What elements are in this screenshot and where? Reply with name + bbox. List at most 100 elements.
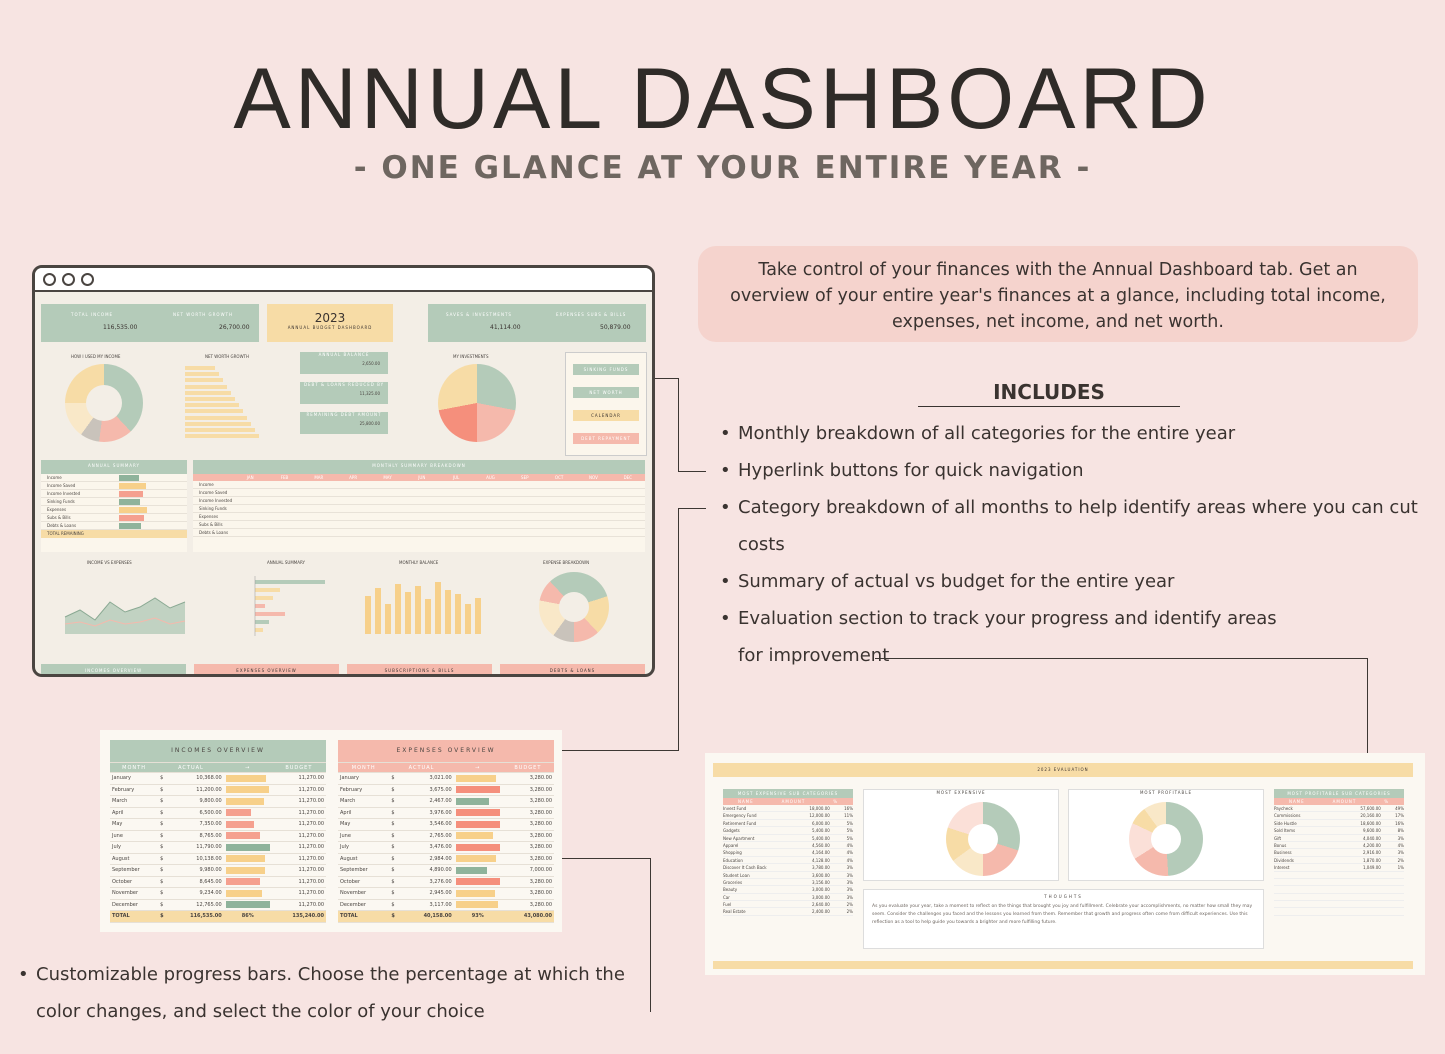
month-header: JAN — [246, 475, 254, 480]
progress-bar[interactable] — [455, 878, 500, 886]
budget-cell: 3,280.00 — [501, 876, 554, 888]
debt-repayment-button[interactable]: DEBT REPAYMENT — [573, 433, 639, 444]
progress-cell — [453, 841, 502, 854]
table-row: Bonus 4,200.00 4% — [1274, 842, 1404, 850]
month-header: MAY — [383, 475, 392, 480]
balance-bar — [405, 592, 411, 634]
budget-cell: 3,280.00 — [501, 772, 554, 785]
progress-bar[interactable] — [225, 774, 267, 782]
tab-debts-loans[interactable]: DEBTS & LOANS — [500, 664, 645, 674]
progress-bar[interactable] — [455, 855, 496, 863]
total-pct: 86% — [223, 910, 272, 923]
month-header: SEP — [521, 475, 529, 480]
budget-cell: 11,270.00 — [271, 864, 326, 877]
progress-bar[interactable] — [225, 809, 252, 817]
name-cell: Student Loan — [723, 872, 750, 878]
dashboard-content: TOTAL INCOME 116,535.00 NET WORTH GROWTH… — [35, 292, 652, 674]
pct-cell: 3% — [1397, 835, 1404, 841]
progress-bar[interactable] — [225, 866, 265, 874]
progress-bar[interactable] — [225, 889, 262, 897]
progress-bar[interactable] — [455, 786, 500, 794]
progress-bar[interactable] — [225, 843, 270, 851]
window-dot-icon[interactable] — [62, 272, 75, 286]
name-cell: Apparel — [723, 842, 739, 848]
balance-bar — [385, 604, 391, 634]
month-cell: July — [338, 841, 390, 854]
features-list: Monthly breakdown of all categories for … — [720, 415, 1420, 674]
progress-cell — [223, 864, 272, 877]
income-donut — [65, 364, 143, 442]
overview-tables: INCOMES OVERVIEW MONTH ACTUAL → BUDGET J… — [100, 730, 562, 932]
table-row: February $11,200.00 11,270.00 — [110, 784, 326, 796]
net-worth-bar — [185, 421, 251, 426]
investments-pie — [438, 364, 516, 442]
budget-cell: 11,270.00 — [271, 795, 326, 808]
mini-label: ANNUAL BALANCE — [318, 352, 370, 357]
progress-bar[interactable] — [455, 809, 500, 817]
tab-subscriptions-bills[interactable]: SUBSCRIPTIONS & BILLS — [347, 664, 492, 674]
calendar-button[interactable]: CALENDAR — [573, 410, 639, 421]
debt-reduced-box: DEBT & LOANS REDUCED BY 11,325.00 — [300, 382, 388, 404]
thoughts-box[interactable]: THOUGHTS As you evaluate your year, take… — [863, 889, 1264, 949]
progress-bar[interactable] — [455, 889, 496, 897]
budget-cell: 3,280.00 — [501, 830, 554, 842]
tab-expenses-overview[interactable]: EXPENSES OVERVIEW — [194, 664, 339, 674]
includes-title: INCLUDES — [918, 380, 1180, 407]
net-worth-bar — [185, 384, 227, 389]
col-header: ACTUAL — [158, 762, 224, 773]
name-cell: Education — [723, 857, 743, 863]
amount-cell: 2,400.00 — [811, 909, 830, 915]
total-label: TOTAL — [110, 910, 159, 923]
budget-cell: 3,280.00 — [501, 818, 554, 831]
sinking-funds-button[interactable]: SINKING FUNDS — [573, 364, 639, 375]
amount-cell: 4,164.00 — [811, 850, 830, 856]
window-dot-icon[interactable] — [81, 272, 94, 286]
progress-bar[interactable] — [225, 786, 270, 794]
progress-bar[interactable] — [455, 797, 489, 805]
progress-bar[interactable] — [225, 820, 255, 828]
table-row: November $9,234.00 11,270.00 — [110, 887, 326, 900]
total-row: TOTAL $40,158.00 93% 43,080.00 — [338, 910, 554, 923]
amount-cell: 12,000.00 — [809, 813, 830, 819]
connector-line — [678, 471, 706, 472]
actual-cell: 3,675.00 — [401, 784, 454, 796]
tab-incomes-overview[interactable]: INCOMES OVERVIEW — [41, 664, 186, 674]
actual-cell: 2,945.00 — [401, 887, 454, 900]
name-cell: Side Hustle — [1274, 820, 1297, 826]
description-box: Take control of your finances with the A… — [698, 246, 1418, 342]
table-row: Subs & Bills — [193, 521, 645, 529]
month-header: NOV — [589, 475, 598, 480]
month-cell: August — [110, 853, 159, 865]
progress-bar[interactable] — [225, 797, 264, 805]
budget-cell: 3,280.00 — [501, 853, 554, 865]
progress-bar — [119, 499, 140, 505]
table-title: MONTHLY SUMMARY BREAKDOWN — [372, 463, 466, 468]
progress-bar[interactable] — [455, 843, 500, 851]
pct-cell: 2% — [846, 902, 853, 908]
net-worth-bar — [185, 409, 243, 414]
progress-bar[interactable] — [225, 878, 260, 886]
net-worth-button[interactable]: NET WORTH — [573, 387, 639, 398]
kpi-savings-card: SAVES & INVESTMENTS 41,114.00 EXPENSES S… — [428, 304, 646, 342]
balance-bar — [445, 590, 451, 634]
progress-bar[interactable] — [455, 774, 497, 782]
window-dot-icon[interactable] — [43, 272, 56, 286]
table-row: Expenses — [193, 513, 645, 521]
progress-bar[interactable] — [455, 866, 487, 874]
row-label: Debts & Loans — [199, 530, 229, 535]
month-header-row: JAN FEB MAR APR MAY JUN JUL AUG SEP OCT NOV DEC — [193, 474, 645, 481]
total-budget: 135,240.00 — [271, 910, 326, 923]
net-worth-bar — [185, 434, 259, 439]
row-label: Income Saved — [199, 490, 228, 495]
net-worth-bar — [185, 403, 239, 408]
progress-bar[interactable] — [455, 901, 498, 909]
progress-bar[interactable] — [455, 820, 500, 828]
progress-bar[interactable] — [225, 855, 266, 863]
table-row: Groceries 3,156.00 3% — [723, 879, 853, 887]
kpi-income-card: TOTAL INCOME 116,535.00 NET WORTH GROWTH… — [41, 304, 259, 342]
most-profitable-table: MOST PROFITABLE SUB CATEGORIES NAME AMOUN… — [1274, 789, 1404, 916]
progress-bar[interactable] — [455, 832, 493, 840]
table-row: September $4,890.00 7,000.00 — [338, 864, 554, 877]
progress-bar[interactable] — [225, 832, 261, 840]
progress-bar[interactable] — [225, 901, 270, 909]
